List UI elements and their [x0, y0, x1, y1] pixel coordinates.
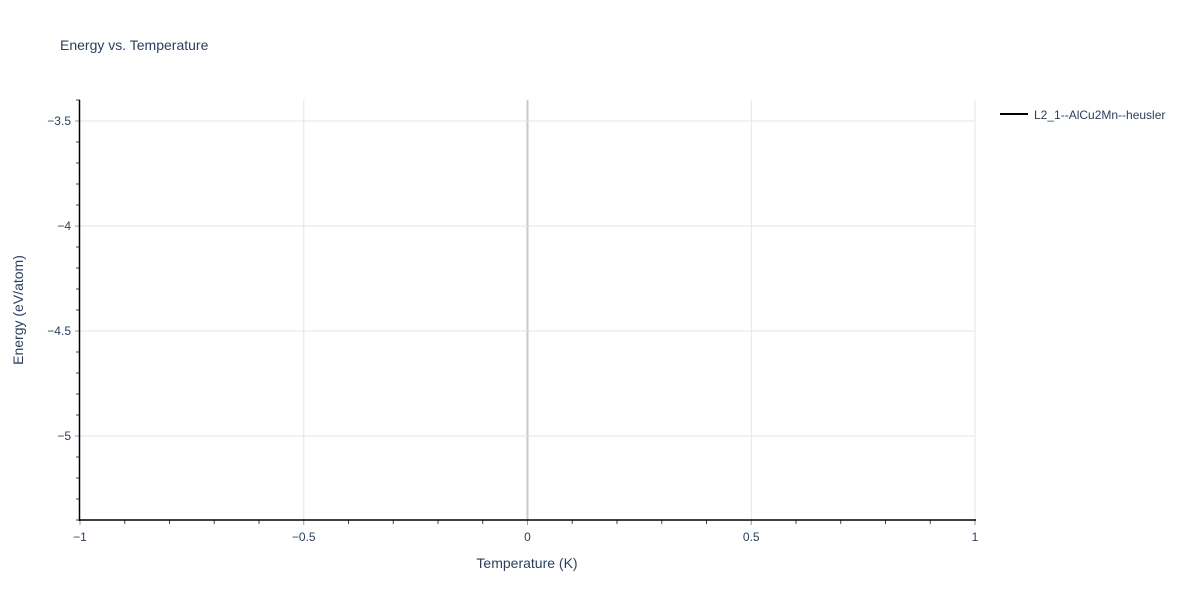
x-tick-label: −1	[73, 530, 87, 544]
legend[interactable]: L2_1--AlCu2Mn--heusler	[1000, 108, 1165, 122]
x-tick-label: 1	[972, 530, 979, 544]
x-tick-label: 0	[524, 530, 531, 544]
y-tick-label: −4.5	[47, 324, 71, 338]
legend-item-label: L2_1--AlCu2Mn--heusler	[1034, 108, 1165, 122]
y-tick-label: −4	[57, 219, 71, 233]
chart-title: Energy vs. Temperature	[60, 37, 209, 53]
grid	[80, 100, 976, 520]
y-tick-label: −3.5	[47, 114, 71, 128]
y-tick-label: −5	[57, 429, 71, 443]
x-tick-label: 0.5	[743, 530, 760, 544]
ticks: −1 −0.5 0 0.5 1 −3.5 −4 −4.5 −5	[47, 99, 979, 544]
x-tick-label: −0.5	[292, 530, 316, 544]
x-axis-title: Temperature (K)	[476, 555, 577, 571]
y-axis-title: Energy (eV/atom)	[10, 255, 26, 365]
